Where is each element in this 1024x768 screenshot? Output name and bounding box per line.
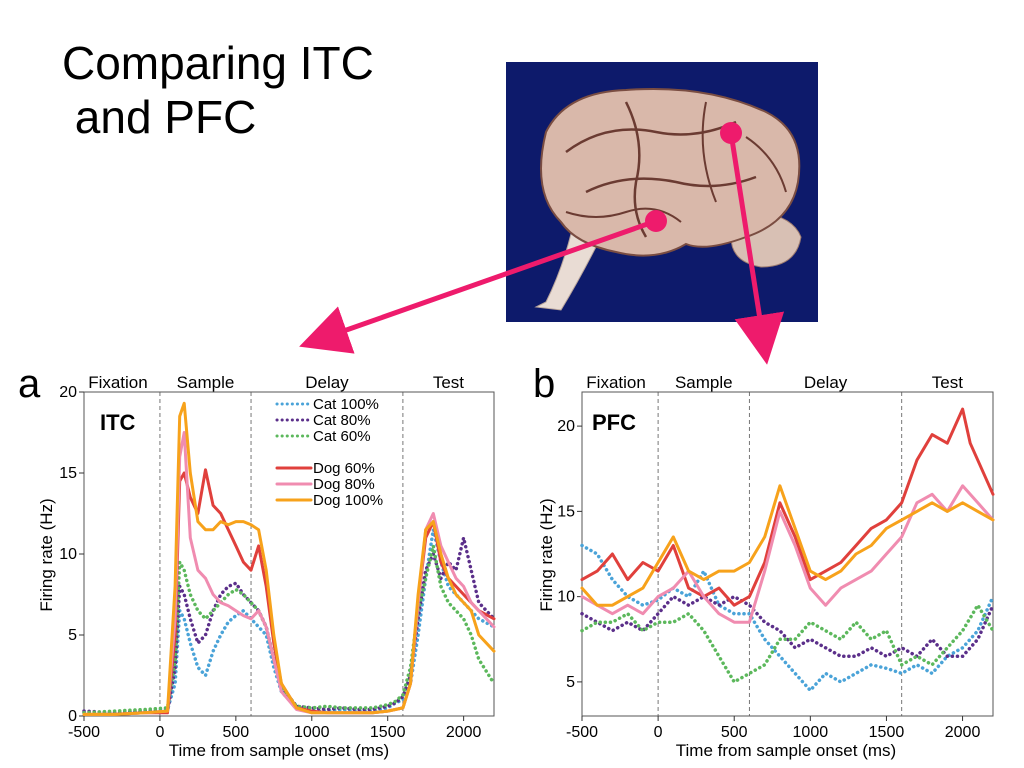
legend-label-dog100: Dog 100%: [313, 492, 383, 509]
y-tick-label: 0: [68, 708, 77, 725]
slide-title: Comparing ITC and PFC: [62, 36, 374, 144]
series-line-dog80: [580, 484, 995, 624]
legend-label-cat100: Cat 100%: [313, 396, 379, 413]
x-tick-label: 2000: [945, 724, 981, 741]
panel-b-xlabel: Time from sample onset (ms): [676, 741, 896, 760]
brain-sulcus-3: [624, 101, 648, 238]
y-tick-label: 20: [557, 418, 575, 435]
panel-b-ylabel: Firing rate (Hz): [537, 498, 556, 611]
panel-a-ylabel: Firing rate (Hz): [37, 498, 56, 611]
x-tick-label: 0: [155, 724, 164, 741]
legend-label-dog80: Dog 80%: [313, 476, 375, 493]
epoch-label: Test: [932, 373, 963, 392]
slide-title-line-1: Comparing ITC: [62, 37, 374, 89]
brain-sulcus-1: [565, 120, 737, 154]
brain-sulcus-4: [701, 101, 717, 203]
epoch-label: Sample: [675, 373, 733, 392]
epoch-label: Sample: [177, 373, 235, 392]
series-line-cat80: [580, 594, 995, 659]
series-line-cat60: [580, 603, 995, 684]
brain-sulcus-6: [745, 136, 787, 193]
y-tick-label: 5: [68, 627, 77, 644]
y-tick-label: 5: [566, 674, 575, 691]
x-tick-label: 1500: [370, 724, 406, 741]
pfc-location-dot: [720, 122, 742, 144]
panel-a-label: a: [18, 362, 41, 406]
panel-a-xlabel: Time from sample onset (ms): [169, 741, 389, 760]
itc-location-dot: [645, 210, 667, 232]
x-tick-label: -500: [566, 724, 598, 741]
legend-label-dog60: Dog 60%: [313, 460, 375, 477]
pfc-arrow: [728, 132, 785, 365]
x-tick-label: 0: [654, 724, 663, 741]
plot-frame: [581, 391, 994, 717]
x-tick-label: 1000: [793, 724, 829, 741]
epoch-label: Test: [433, 373, 464, 392]
series-line-dog100: [82, 401, 496, 716]
x-tick-label: -500: [68, 724, 100, 741]
y-tick-label: 20: [59, 384, 77, 401]
epoch-label: Delay: [804, 373, 848, 392]
slide-title-line-2: and PFC: [62, 91, 257, 143]
y-tick-label: 10: [557, 589, 575, 606]
itc-arrow: [299, 218, 657, 354]
epoch-label: Delay: [305, 373, 349, 392]
x-tick-label: 2000: [446, 724, 482, 741]
series-line-dog80: [82, 431, 496, 716]
x-tick-label: 500: [223, 724, 250, 741]
brain-sulcus-5: [565, 207, 682, 223]
panel-b-inset-label: PFC: [592, 410, 636, 435]
epoch-label: Fixation: [586, 373, 646, 392]
brain-sulcus-2: [585, 175, 757, 194]
legend-label-cat80: Cat 80%: [313, 412, 371, 429]
y-tick-label: 10: [59, 546, 77, 563]
y-tick-label: 15: [59, 465, 77, 482]
legend-label-cat60: Cat 60%: [313, 428, 371, 445]
series-line-cat100: [580, 543, 995, 693]
x-tick-label: 1000: [294, 724, 330, 741]
epoch-label: Fixation: [88, 373, 148, 392]
y-tick-label: 15: [557, 503, 575, 520]
panel-b-label: b: [533, 362, 555, 406]
series-line-dog100: [580, 484, 995, 607]
panel-a-inset-label: ITC: [100, 410, 136, 435]
x-tick-label: 1500: [869, 724, 905, 741]
x-tick-label: 500: [721, 724, 748, 741]
